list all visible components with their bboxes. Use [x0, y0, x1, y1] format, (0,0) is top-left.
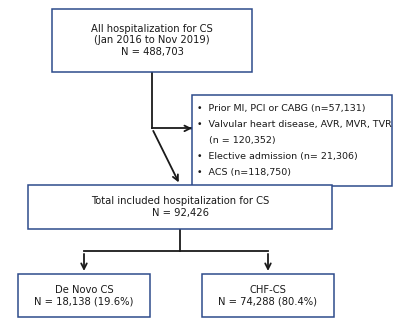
- Text: De Novo CS
N = 18,138 (19.6%): De Novo CS N = 18,138 (19.6%): [34, 285, 134, 306]
- Text: CHF-CS
N = 74,288 (80.4%): CHF-CS N = 74,288 (80.4%): [218, 285, 318, 306]
- FancyBboxPatch shape: [18, 274, 150, 317]
- FancyBboxPatch shape: [52, 9, 252, 72]
- Text: •  Prior MI, PCI or CABG (n=57,131): • Prior MI, PCI or CABG (n=57,131): [197, 104, 365, 113]
- FancyBboxPatch shape: [28, 185, 332, 229]
- Text: Total included hospitalization for CS
N = 92,426: Total included hospitalization for CS N …: [91, 196, 269, 217]
- Text: •  Elective admission (n= 21,306): • Elective admission (n= 21,306): [197, 152, 358, 161]
- Text: •  ACS (n=118,750): • ACS (n=118,750): [197, 168, 291, 177]
- Text: •  Valvular heart disease, AVR, MVR, TVR: • Valvular heart disease, AVR, MVR, TVR: [197, 120, 392, 129]
- Text: All hospitalization for CS
(Jan 2016 to Nov 2019)
N = 488,703: All hospitalization for CS (Jan 2016 to …: [91, 24, 213, 57]
- Text: (n = 120,352): (n = 120,352): [197, 136, 276, 145]
- FancyBboxPatch shape: [192, 95, 392, 186]
- FancyBboxPatch shape: [202, 274, 334, 317]
